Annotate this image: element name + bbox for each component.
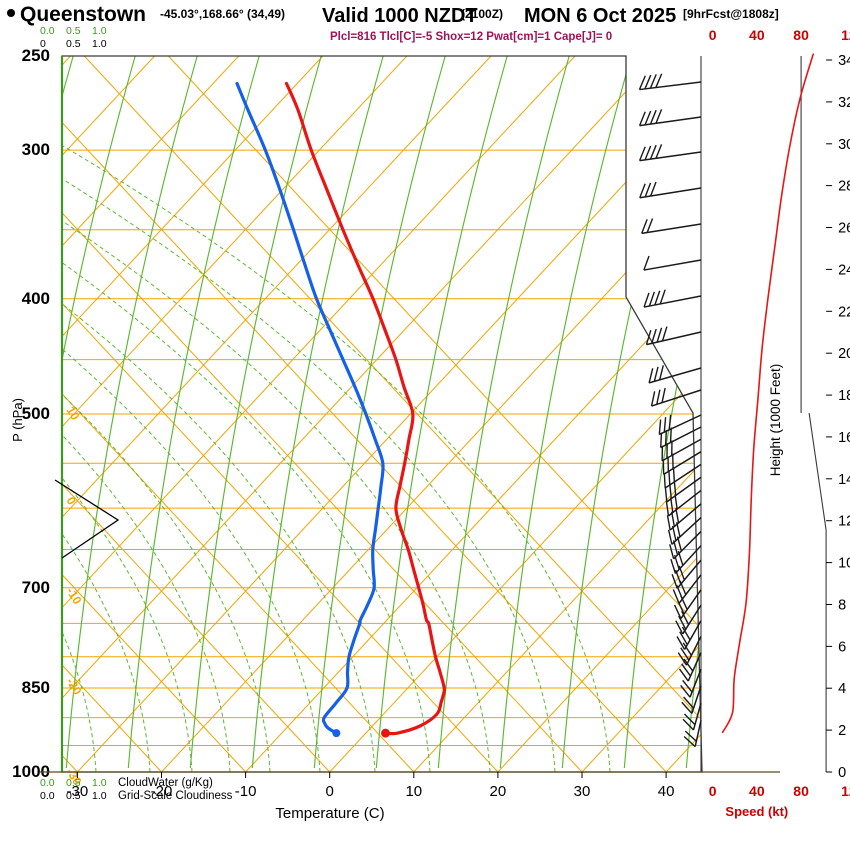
svg-text:CloudWater (g/Kg): CloudWater (g/Kg): [118, 777, 213, 789]
svg-text:40: 40: [749, 27, 765, 43]
svg-text:40: 40: [749, 783, 765, 799]
svg-text:80: 80: [793, 783, 809, 799]
svg-text:30: 30: [574, 783, 591, 800]
svg-text:80: 80: [793, 27, 809, 43]
svg-text:14: 14: [838, 472, 850, 488]
svg-text:18: 18: [838, 388, 850, 404]
svg-text:Height (1000 Feet): Height (1000 Feet): [768, 364, 783, 477]
svg-text:0: 0: [326, 783, 334, 800]
svg-text:0.0: 0.0: [40, 790, 55, 802]
svg-text:40: 40: [658, 783, 675, 800]
svg-text:0.0: 0.0: [40, 25, 55, 37]
svg-text:-10: -10: [235, 783, 257, 800]
svg-text:26: 26: [838, 221, 850, 237]
svg-text:6: 6: [838, 639, 846, 655]
svg-text:34: 34: [838, 53, 850, 69]
svg-text:2: 2: [838, 723, 846, 739]
svg-text:0.5: 0.5: [66, 777, 81, 789]
svg-text:1.0: 1.0: [92, 25, 107, 37]
svg-text:[9hrFcst@1808z]: [9hrFcst@1808z]: [683, 7, 779, 21]
svg-text:1.0: 1.0: [92, 38, 107, 50]
svg-text:10: 10: [838, 556, 850, 572]
svg-text:0.5: 0.5: [66, 790, 81, 802]
svg-text:4: 4: [838, 681, 846, 697]
svg-text:22: 22: [838, 304, 850, 320]
svg-text:Speed (kt): Speed (kt): [725, 804, 788, 819]
svg-text:Temperature (C): Temperature (C): [275, 805, 384, 822]
svg-text:P (hPa): P (hPa): [10, 398, 25, 442]
svg-text:0.5: 0.5: [66, 25, 81, 37]
svg-text:Plcl=816 Tlcl[C]=-5 Shox=12 Pw: Plcl=816 Tlcl[C]=-5 Shox=12 Pwat[cm]=1 C…: [330, 31, 612, 43]
svg-text:0: 0: [709, 783, 717, 799]
svg-text:Grid-Scale Cloudiness: Grid-Scale Cloudiness: [118, 790, 233, 802]
svg-text:500: 500: [22, 404, 50, 423]
svg-text:12: 12: [838, 514, 850, 530]
svg-text:Queenstown: Queenstown: [20, 3, 146, 26]
svg-text:8: 8: [838, 597, 846, 613]
svg-text:20: 20: [838, 346, 850, 362]
svg-text:(2100Z): (2100Z): [461, 7, 503, 21]
svg-text:12: 12: [841, 783, 850, 799]
svg-text:Valid 1000 NZDT: Valid 1000 NZDT: [322, 5, 478, 27]
svg-text:0: 0: [40, 38, 46, 50]
svg-text:10: 10: [405, 783, 422, 800]
svg-text:1.0: 1.0: [92, 790, 107, 802]
svg-text:1.0: 1.0: [92, 777, 107, 789]
svg-text:700: 700: [22, 578, 50, 597]
svg-text:16: 16: [838, 430, 850, 446]
svg-text:12: 12: [841, 27, 850, 43]
svg-text:0.0: 0.0: [40, 777, 55, 789]
svg-text:300: 300: [22, 140, 50, 159]
svg-text:-45.03°,168.66° (34,49): -45.03°,168.66° (34,49): [160, 7, 285, 21]
svg-text:20: 20: [490, 783, 507, 800]
svg-text:24: 24: [838, 262, 850, 278]
svg-text:0.5: 0.5: [66, 38, 81, 50]
svg-text:32: 32: [838, 95, 850, 111]
svg-text:0: 0: [709, 27, 717, 43]
svg-text:30: 30: [838, 137, 850, 153]
svg-text:MON 6 Oct 2025: MON 6 Oct 2025: [524, 5, 676, 27]
svg-text:400: 400: [22, 289, 50, 308]
svg-text:28: 28: [838, 179, 850, 195]
svg-text:0: 0: [838, 765, 846, 781]
svg-text:850: 850: [22, 678, 50, 697]
